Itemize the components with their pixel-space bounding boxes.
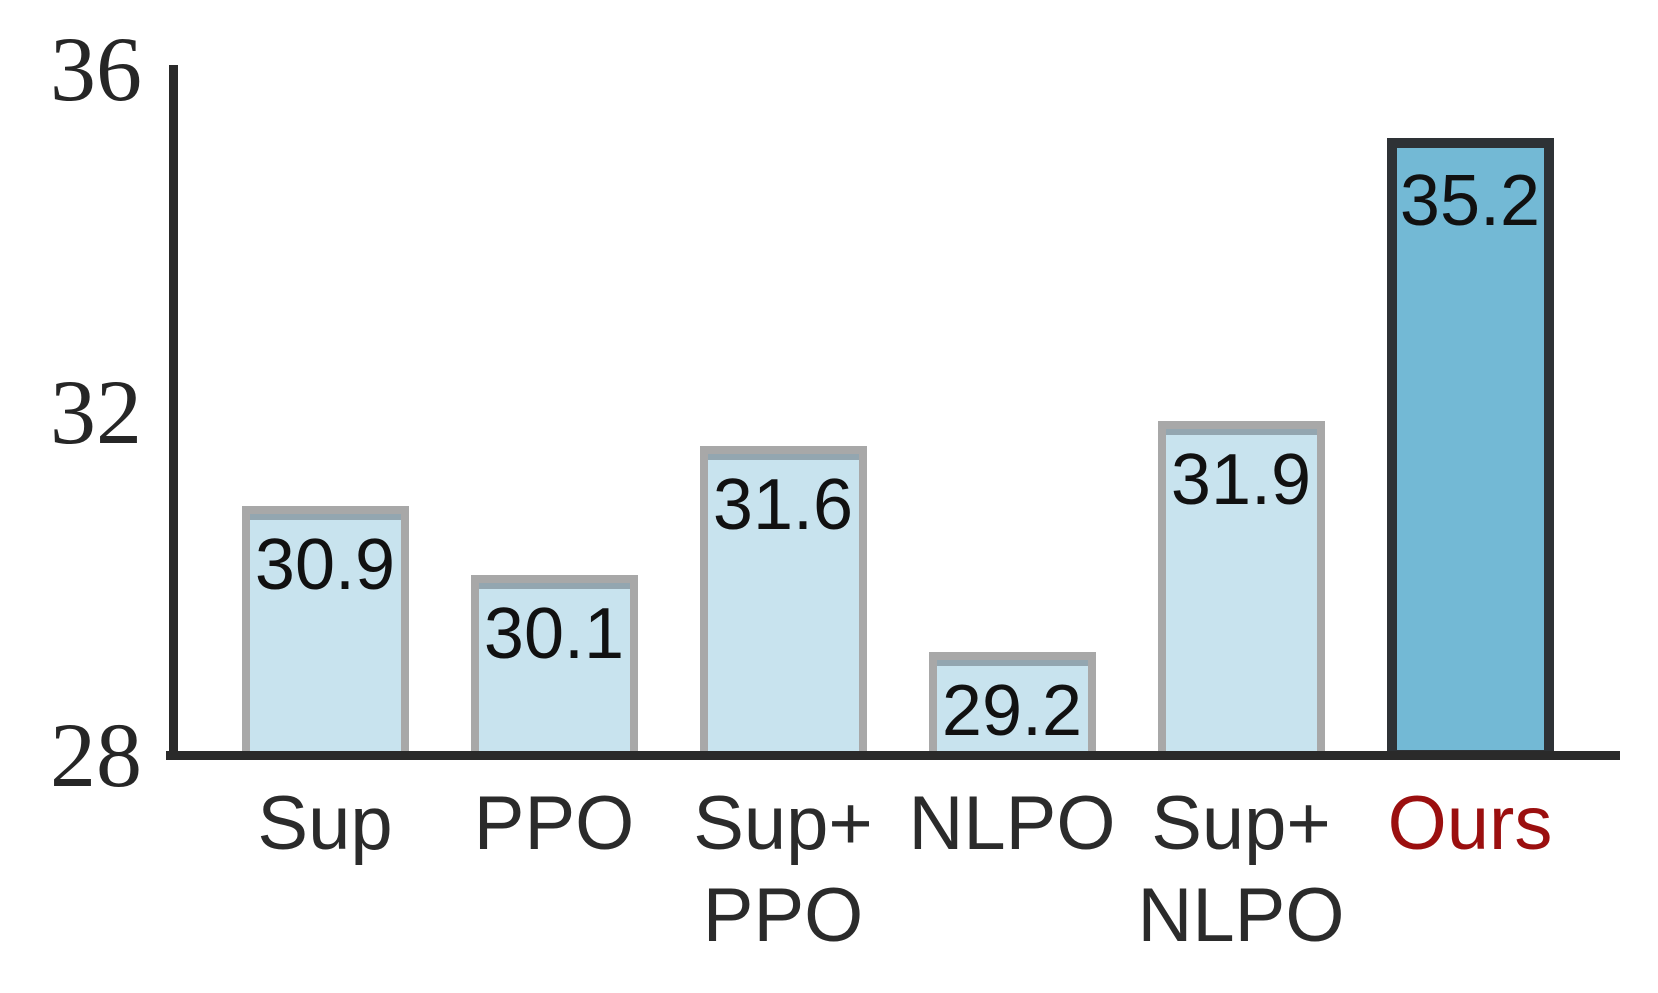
bar-sup-nlpo: 31.9 <box>1157 420 1325 760</box>
bar-value-label: 30.9 <box>254 525 396 606</box>
x-tick-label-ours: Ours <box>1387 781 1553 866</box>
bar-sup-ppo: 31.6 <box>699 446 867 760</box>
x-tick-label-sup-ppo: Sup+ PPO <box>693 781 873 958</box>
bar-value-label: 29.2 <box>941 671 1083 752</box>
x-tick-label-nlpo: NLPO <box>908 781 1116 866</box>
x-tick-label-sup-nlpo: Sup+ NLPO <box>1137 781 1345 958</box>
x-tick-label-ppo: PPO <box>473 781 635 866</box>
bar-value-label: 31.6 <box>712 465 854 546</box>
bar-value-label: 35.2 <box>1399 160 1541 241</box>
y-tick-label-36: 36 <box>50 18 142 120</box>
bar-ours: 35.2 <box>1386 137 1554 760</box>
y-tick-label-32: 32 <box>50 361 142 463</box>
y-tick-label-28: 28 <box>50 704 142 806</box>
bar-sup: 30.9 <box>241 506 409 760</box>
x-tick-label-sup: Sup <box>257 781 393 866</box>
x-axis-line <box>166 751 1620 760</box>
bar-ppo: 30.1 <box>470 574 638 760</box>
y-axis-line <box>169 65 178 760</box>
bar-value-label: 30.1 <box>483 593 625 674</box>
bar-nlpo: 29.2 <box>928 652 1096 760</box>
bar-value-label: 31.9 <box>1170 439 1312 520</box>
